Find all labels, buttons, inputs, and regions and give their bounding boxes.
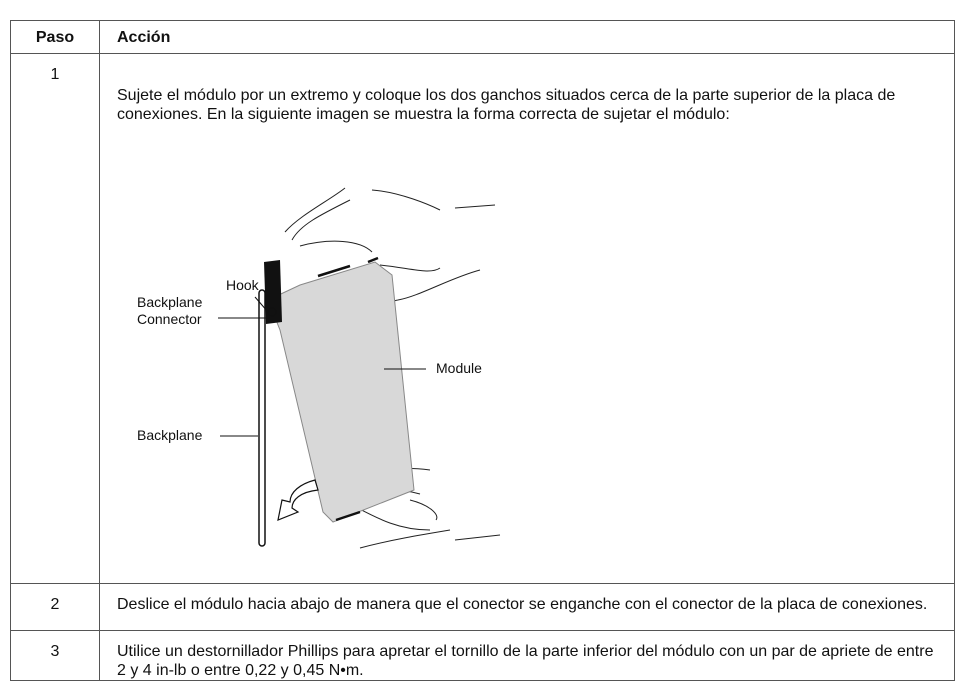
module-shape (267, 261, 415, 523)
figure-label: Backplane (137, 427, 203, 443)
figure-label: Connector (137, 311, 202, 327)
row: 1 Sujete el módulo por un extremo y colo… (10, 53, 955, 584)
arrow (277, 479, 319, 521)
text-cell: Deslice el módulo hacia abajo de manera … (99, 583, 955, 631)
step-cell: 2 (10, 583, 100, 631)
header-cell: Paso (10, 20, 100, 54)
text-cell: Utilice un destornillador Phillips para … (99, 630, 955, 681)
figure-label: Hook (226, 277, 260, 293)
header-cell: Acción (99, 20, 955, 54)
text-cell: Sujete el módulo por un extremo y coloqu… (99, 53, 955, 584)
backplane (258, 289, 266, 547)
figure-label: Backplane (137, 294, 203, 310)
row: 3 Utilice un destornillador Phillips par… (10, 630, 955, 681)
steps-table: Paso Acción 1 Sujete el módulo por un ex… (10, 20, 955, 681)
step-cell: 3 (10, 630, 100, 681)
header-row: Paso Acción (10, 20, 955, 54)
figure-label: Module (436, 360, 482, 376)
leader-lines (218, 296, 426, 437)
row: 2 Deslice el módulo hacia abajo de maner… (10, 583, 955, 631)
connector (264, 260, 282, 324)
module-connectors (317, 256, 379, 522)
